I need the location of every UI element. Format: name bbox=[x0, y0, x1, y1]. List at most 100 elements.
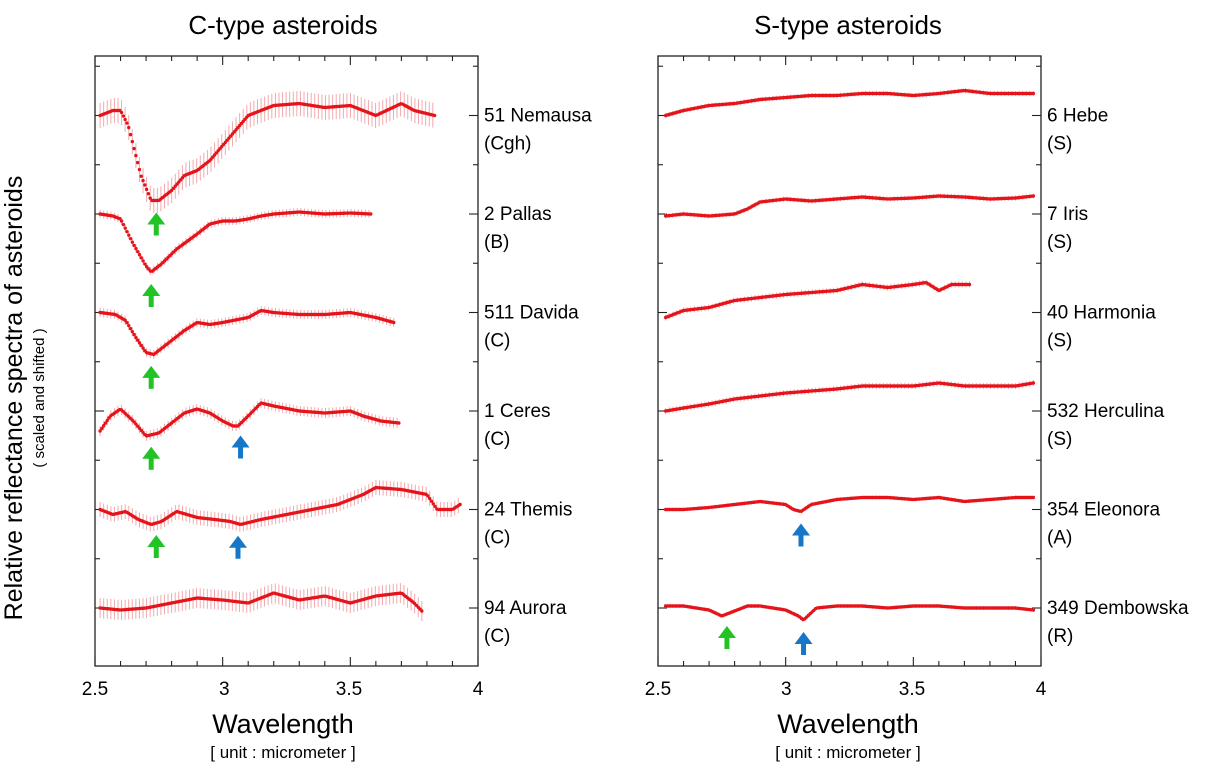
data-point bbox=[397, 421, 401, 425]
data-point bbox=[128, 326, 133, 331]
data-point bbox=[119, 110, 124, 115]
data-point bbox=[137, 341, 142, 345]
panel-title-c-type: C-type asteroids bbox=[188, 10, 377, 40]
x-tick-label: 2.5 bbox=[82, 679, 108, 700]
data-point bbox=[123, 318, 127, 322]
asteroid-class-label: (S) bbox=[1047, 429, 1072, 450]
asteroid-name-label: 51 Nemausa bbox=[484, 106, 592, 127]
green-absorption-arrow bbox=[142, 365, 161, 389]
data-point bbox=[101, 424, 106, 428]
spectrum-series bbox=[98, 480, 462, 532]
data-point bbox=[148, 196, 152, 200]
data-point bbox=[132, 243, 136, 248]
x-tick-label: 4 bbox=[473, 679, 484, 700]
data-point bbox=[125, 229, 129, 234]
data-point bbox=[123, 117, 127, 122]
asteroid-class-label: (C) bbox=[484, 331, 510, 352]
series-group-s-type bbox=[663, 88, 1036, 622]
data-point bbox=[426, 494, 430, 498]
panel-title-s-type: S-type asteroids bbox=[754, 10, 942, 40]
x-axis-label-s-type: Wavelength bbox=[777, 709, 919, 739]
data-point bbox=[136, 249, 140, 254]
data-point bbox=[429, 499, 434, 503]
data-point bbox=[432, 113, 437, 118]
data-point bbox=[98, 429, 102, 433]
asteroid-name-label: 511 Davida bbox=[484, 303, 579, 324]
series-group-c-type bbox=[98, 91, 462, 621]
data-point bbox=[143, 262, 147, 266]
x-axis-sublabel-s-type: [ unit : micrometer ] bbox=[775, 743, 920, 762]
data-point bbox=[119, 219, 124, 223]
green-absorption-arrow bbox=[142, 284, 161, 307]
asteroid-name-label: 7 Iris bbox=[1047, 204, 1088, 225]
x-axis-label-c-type: Wavelength bbox=[212, 709, 354, 739]
asteroid-name-label: 24 Themis bbox=[484, 500, 572, 521]
blue-absorption-arrow bbox=[794, 632, 813, 655]
asteroid-class-label: (S) bbox=[1047, 331, 1072, 352]
data-point bbox=[369, 212, 373, 216]
panel-s-type: S-type asteroids 2.5 3 3.5 4 Wavelength … bbox=[645, 10, 1189, 762]
data-point bbox=[128, 132, 133, 137]
data-point bbox=[427, 496, 432, 501]
green-absorption-arrow bbox=[717, 626, 736, 649]
data-point bbox=[458, 502, 462, 507]
panel-c-type: C-type asteroids 2.5 3 3.5 4 Wavelength … bbox=[82, 10, 592, 762]
axis-ticks-s-type bbox=[657, 56, 1042, 666]
blue-absorption-arrow bbox=[228, 535, 247, 559]
spectrum-series bbox=[663, 193, 1036, 219]
y-axis-label: Relative reflectance spectra of asteroid… bbox=[0, 176, 28, 621]
data-point bbox=[967, 282, 972, 287]
x-tick-label: 3.5 bbox=[336, 679, 362, 700]
plot-frame-c-type bbox=[94, 55, 479, 667]
arrow-group-s-type bbox=[717, 523, 813, 655]
data-point bbox=[121, 114, 126, 118]
data-point bbox=[143, 183, 147, 187]
data-point bbox=[123, 226, 127, 230]
data-point bbox=[128, 236, 133, 241]
axis-ticks-c-type bbox=[94, 56, 479, 666]
data-point bbox=[121, 222, 126, 227]
data-point bbox=[420, 609, 424, 613]
data-point bbox=[141, 259, 145, 263]
asteroid-class-label: (S) bbox=[1047, 232, 1072, 253]
data-point bbox=[132, 146, 136, 151]
x-tick-label: 4 bbox=[1036, 679, 1047, 700]
x-axis-sublabel-c-type: [ unit : micrometer ] bbox=[210, 743, 355, 762]
data-point bbox=[433, 504, 437, 509]
data-point bbox=[134, 153, 138, 158]
plot-frame-s-type bbox=[657, 55, 1042, 667]
asteroid-class-label: (A) bbox=[1047, 528, 1072, 549]
data-point bbox=[136, 338, 140, 342]
spectrum-series bbox=[663, 604, 1036, 622]
data-point bbox=[130, 139, 135, 144]
data-point bbox=[1031, 381, 1036, 385]
spectrum-series bbox=[663, 380, 1036, 414]
asteroid-name-label: 349 Dembowska bbox=[1047, 598, 1189, 619]
data-point bbox=[139, 174, 143, 178]
data-point bbox=[1031, 194, 1036, 198]
asteroid-class-label: (B) bbox=[484, 232, 509, 253]
asteroid-class-label: (C) bbox=[484, 626, 510, 647]
asteroid-class-label: (C) bbox=[484, 429, 510, 450]
asteroid-class-label: (Cgh) bbox=[484, 134, 532, 155]
asteroid-name-label: 354 Eleonora bbox=[1047, 500, 1160, 521]
green-absorption-arrow bbox=[147, 535, 166, 558]
asteroid-name-label: 40 Harmonia bbox=[1047, 303, 1156, 324]
spectrum-series bbox=[98, 208, 373, 275]
blue-absorption-arrow bbox=[791, 523, 810, 547]
spectrum-series bbox=[663, 495, 1036, 514]
data-point bbox=[135, 160, 140, 165]
x-tick-label: 2.5 bbox=[645, 679, 671, 700]
asteroid-name-label: 94 Aurora bbox=[484, 598, 567, 619]
spectrum-series bbox=[98, 398, 401, 441]
data-point bbox=[137, 167, 142, 172]
data-point bbox=[118, 217, 122, 221]
spectrum-series bbox=[98, 306, 396, 359]
data-point bbox=[125, 121, 129, 125]
data-point bbox=[127, 233, 131, 237]
spectrum-series bbox=[98, 91, 437, 213]
spectrum-series bbox=[663, 88, 1036, 118]
x-tick-label: 3 bbox=[219, 679, 230, 700]
data-point bbox=[127, 125, 131, 130]
data-point bbox=[127, 323, 131, 328]
